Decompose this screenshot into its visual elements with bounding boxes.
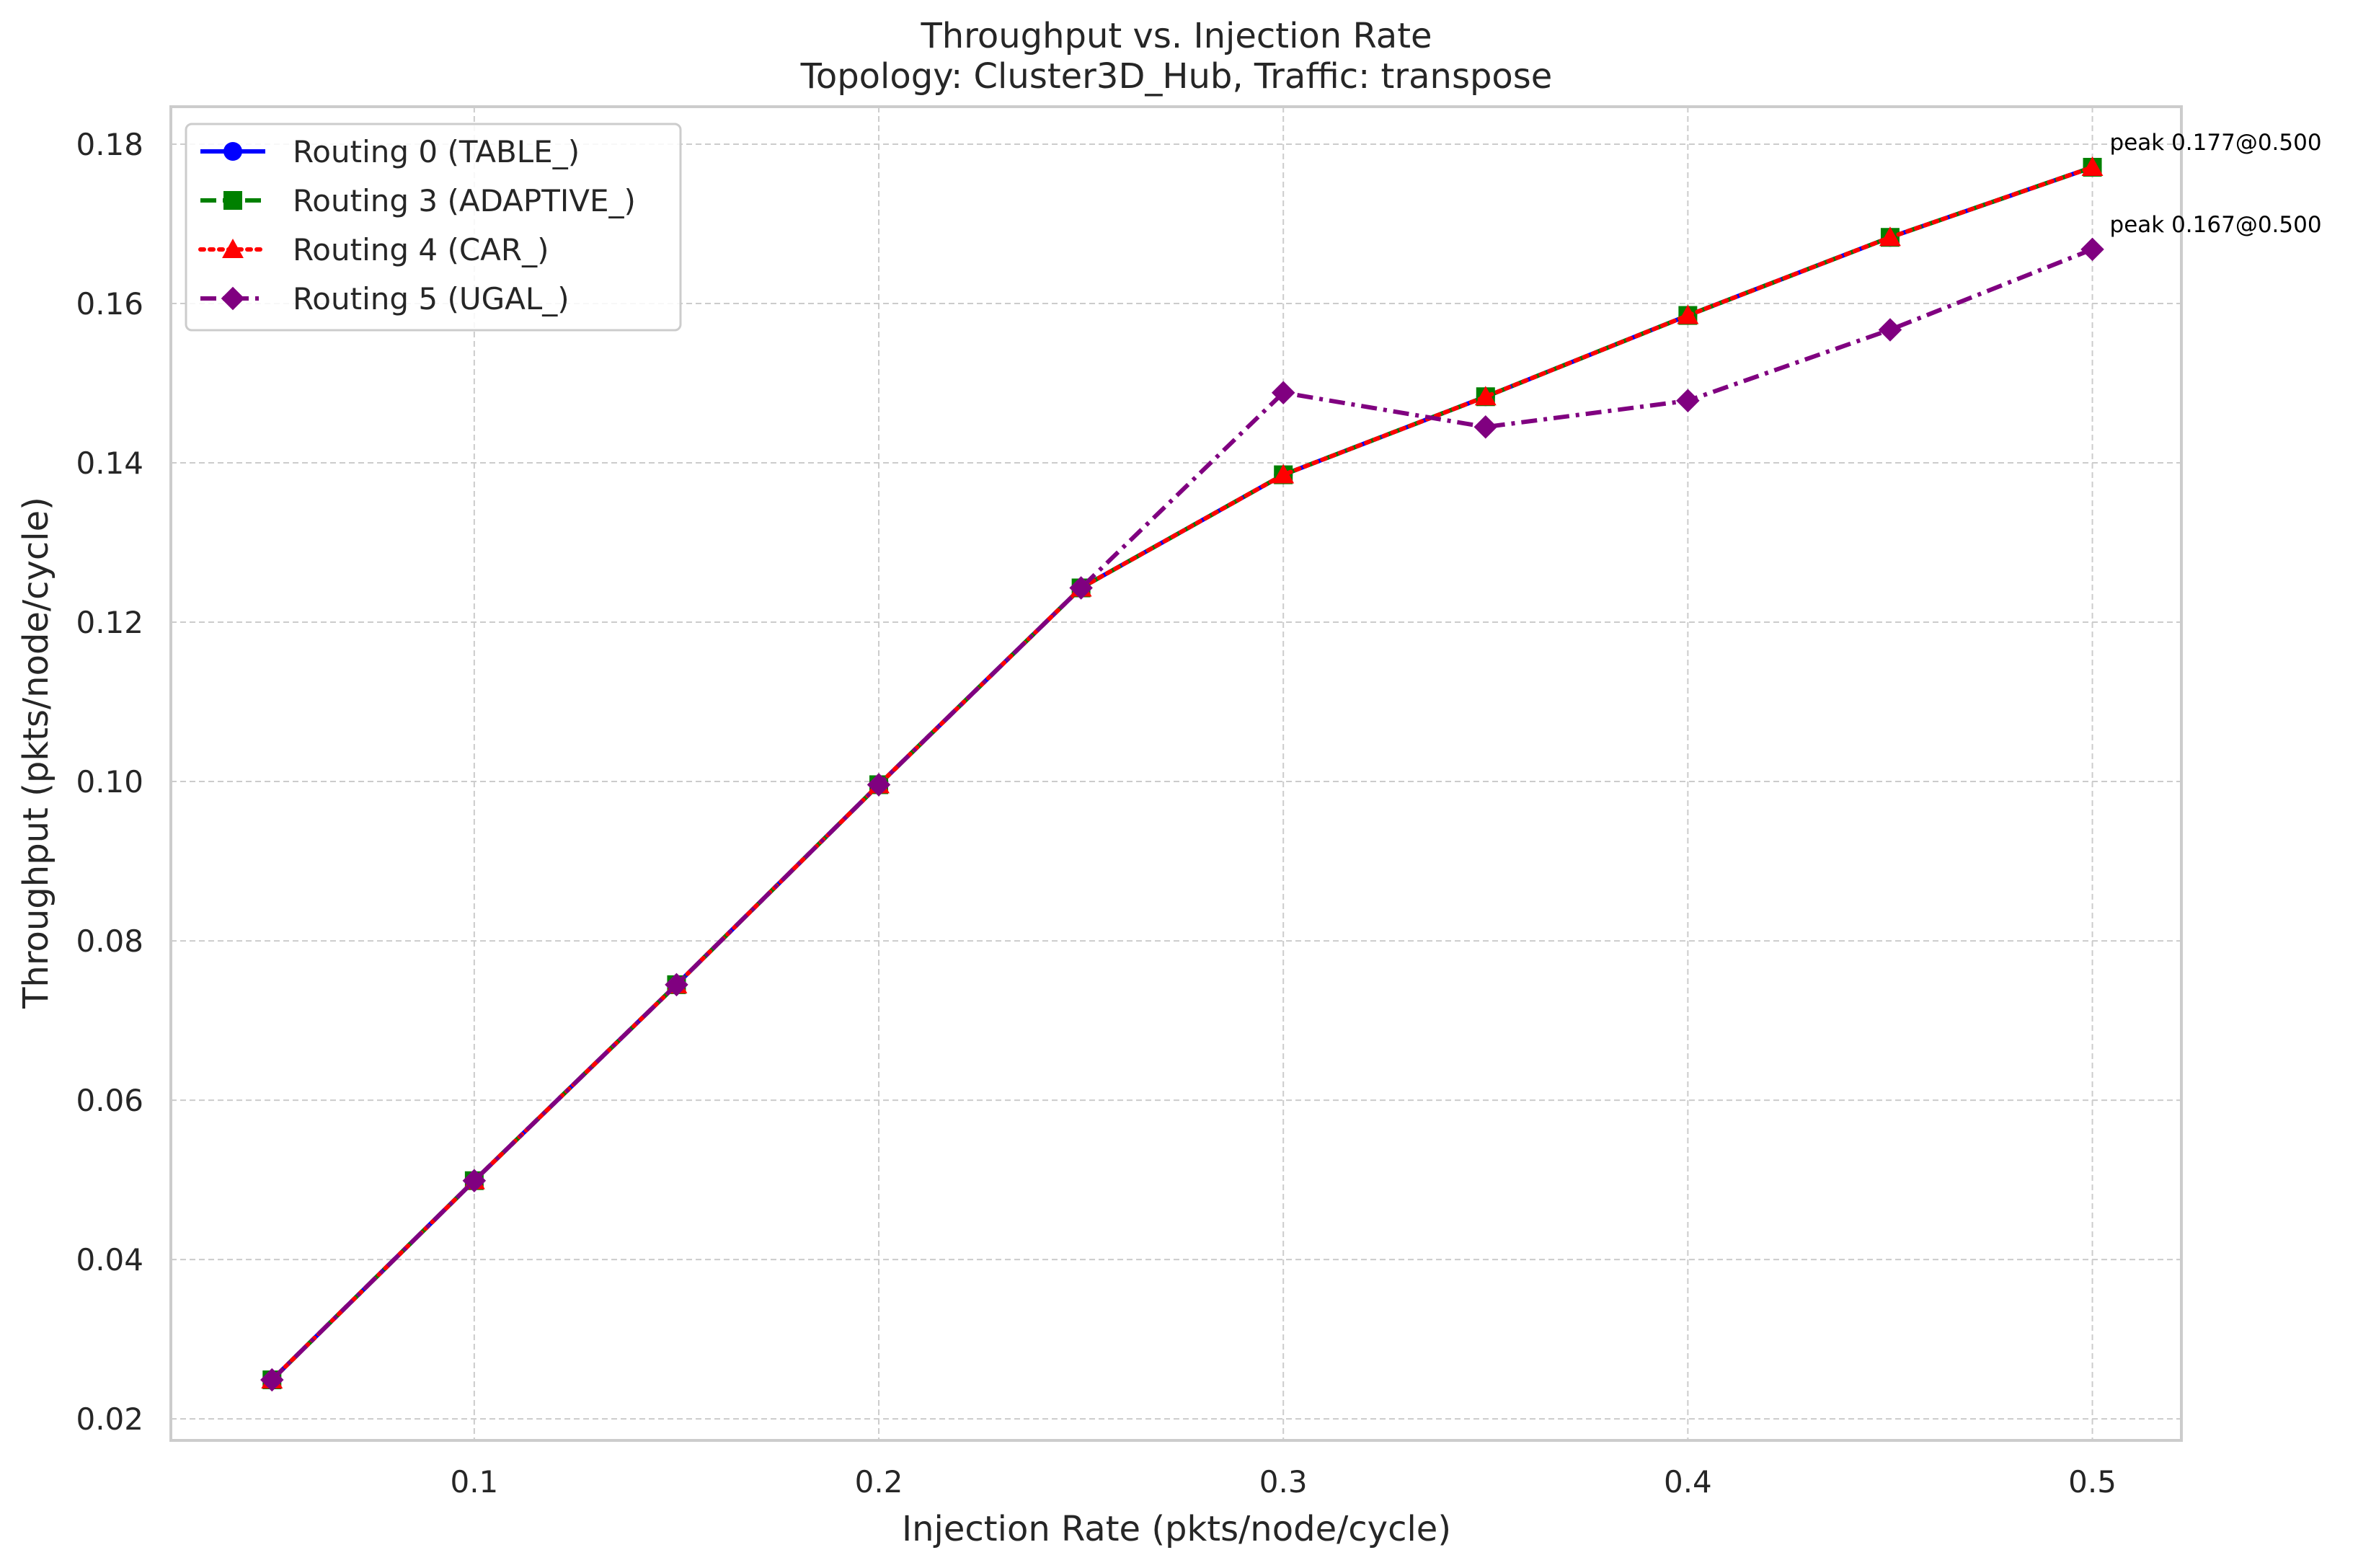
x-tick-label: 0.1	[450, 1464, 498, 1500]
diamond-marker	[2080, 237, 2104, 262]
circle-marker	[223, 142, 242, 161]
legend-item: Routing 3 (ADAPTIVE_)	[200, 183, 636, 218]
series-layer	[260, 156, 2104, 1392]
chart-title: Throughput vs. Injection Rate	[920, 16, 1432, 56]
legend-label: Routing 4 (CAR_)	[293, 232, 549, 267]
series-line	[270, 247, 2093, 1382]
legend-box	[185, 123, 682, 332]
x-tick-label: 0.3	[1259, 1464, 1308, 1500]
legend-label: Routing 3 (ADAPTIVE_)	[293, 183, 636, 218]
triangle-marker	[222, 239, 244, 258]
triangle-marker	[1474, 386, 1497, 406]
triangle-marker	[1879, 226, 1901, 247]
peak-annotation: peak 0.177@0.500	[2110, 130, 2322, 156]
diamond-marker	[665, 973, 688, 997]
series-group	[260, 237, 2104, 1392]
y-tick-label: 0.06	[76, 1083, 143, 1118]
diamond-marker	[221, 286, 245, 311]
diamond-marker	[866, 773, 891, 797]
legend-label: Routing 0 (TABLE_)	[293, 134, 580, 169]
diamond-marker	[1676, 389, 1700, 413]
y-axis-label: Throughput (pkts/node/cycle)	[16, 497, 56, 1009]
plot-frame	[169, 105, 2183, 1442]
diamond-marker	[260, 1368, 284, 1392]
square-marker	[223, 191, 242, 210]
chart-subtitle: Topology: Cluster3D_Hub, Traffic: transp…	[800, 56, 1553, 97]
x-tick-label: 0.5	[2068, 1464, 2117, 1500]
triangle-marker	[1677, 304, 1699, 324]
legend-label: Routing 5 (UGAL_)	[293, 281, 569, 316]
diamond-marker	[1473, 415, 1498, 439]
tick-layer: 0.1 0.2 0.3 0.4 0.5 0.02 0.04 0.06 0.08 0.10 0.12 0…	[76, 127, 2116, 1500]
y-tick-label: 0.16	[76, 286, 143, 322]
legend-item: Routing 0 (TABLE_)	[200, 134, 580, 169]
annotation-layer: peak 0.177@0.500 peak 0.167@0.500	[2110, 130, 2322, 238]
triangle-marker	[1272, 464, 1295, 484]
diamond-marker	[1271, 381, 1295, 404]
grid-layer	[171, 107, 2181, 1440]
diamond-marker	[1069, 576, 1093, 600]
x-tick-label: 0.2	[855, 1464, 903, 1500]
y-tick-label: 0.14	[76, 446, 143, 481]
y-tick-label: 0.10	[76, 764, 143, 799]
peak-annotation: peak 0.167@0.500	[2110, 212, 2322, 238]
y-tick-label: 0.04	[76, 1242, 143, 1277]
legend-item: Routing 5 (UGAL_)	[200, 281, 569, 316]
triangle-marker	[2081, 156, 2104, 176]
y-tick-label: 0.02	[76, 1401, 143, 1437]
x-tick-label: 0.4	[1664, 1464, 1712, 1500]
diamond-marker	[1878, 318, 1902, 342]
legend: Routing 0 (TABLE_) Routing 3 (ADAPTIVE_) R…	[185, 123, 682, 332]
legend-item: Routing 4 (CAR_)	[198, 232, 549, 267]
y-tick-label: 0.08	[76, 923, 143, 959]
y-tick-label: 0.12	[76, 605, 143, 640]
diamond-marker	[462, 1169, 487, 1192]
x-axis-label: Injection Rate (pkts/node/cycle)	[902, 1509, 1451, 1549]
y-tick-label: 0.18	[76, 127, 143, 162]
legend-items: Routing 0 (TABLE_) Routing 3 (ADAPTIVE_) R…	[198, 134, 636, 316]
